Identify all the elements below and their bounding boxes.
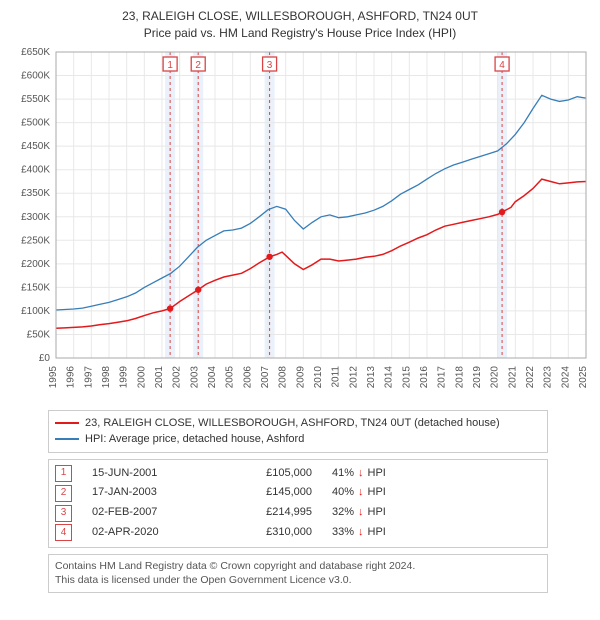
y-axis-label: £250K	[21, 235, 50, 246]
legend: 23, RALEIGH CLOSE, WILLESBOROUGH, ASHFOR…	[48, 410, 548, 453]
legend-label: 23, RALEIGH CLOSE, WILLESBOROUGH, ASHFOR…	[85, 415, 500, 432]
event-pct-value: 40%	[332, 483, 354, 503]
event-label-num: 2	[195, 60, 201, 71]
chart-title-line2: Price paid vs. HM Land Registry's House …	[8, 25, 592, 42]
x-axis-label: 2015	[401, 365, 412, 388]
x-axis-label: 1995	[48, 365, 59, 388]
event-badge: 3	[55, 505, 72, 522]
legend-swatch	[55, 438, 79, 440]
y-axis-label: £550K	[21, 94, 50, 105]
arrow-down-icon: ↓	[358, 503, 364, 523]
x-axis-label: 2001	[154, 365, 165, 388]
arrow-down-icon: ↓	[358, 483, 364, 503]
y-axis-label: £200K	[21, 258, 50, 269]
y-axis-label: £0	[39, 353, 51, 364]
x-axis-label: 2007	[260, 365, 271, 388]
x-axis-label: 2016	[419, 365, 430, 388]
y-axis-label: £50K	[27, 329, 51, 340]
x-axis-label: 2018	[454, 365, 465, 388]
x-axis-label: 2008	[278, 365, 289, 388]
y-axis-label: £600K	[21, 70, 50, 81]
chart-title-line1: 23, RALEIGH CLOSE, WILLESBOROUGH, ASHFOR…	[8, 8, 592, 25]
x-axis-label: 2002	[172, 365, 183, 388]
x-axis-label: 1996	[66, 365, 77, 388]
x-axis-label: 2010	[313, 365, 324, 388]
x-axis-label: 1997	[83, 365, 94, 388]
x-axis-label: 1998	[101, 365, 112, 388]
event-label-num: 4	[499, 60, 505, 71]
x-axis-label: 2012	[348, 365, 359, 388]
event-badge: 1	[55, 465, 72, 482]
event-hpi-label: HPI	[368, 464, 386, 484]
y-axis-label: £150K	[21, 282, 50, 293]
chart-svg: 1 2 3 4 £0 £50K £100K £150K £200K £250K £300K £350K…	[8, 48, 592, 404]
y-axis-label: £400K	[21, 164, 50, 175]
event-row: 4 02-APR-2020 £310,000 33%↓HPI	[55, 523, 541, 543]
event-pct: 33%↓HPI	[332, 523, 386, 543]
event-pct-value: 32%	[332, 503, 354, 523]
x-axis-label: 2014	[384, 365, 395, 388]
event-pct: 41%↓HPI	[332, 464, 386, 484]
x-axis-label: 2017	[437, 365, 448, 388]
arrow-down-icon: ↓	[358, 523, 364, 543]
legend-row: 23, RALEIGH CLOSE, WILLESBOROUGH, ASHFOR…	[55, 415, 541, 432]
event-row: 3 02-FEB-2007 £214,995 32%↓HPI	[55, 503, 541, 523]
event-price: £105,000	[222, 464, 312, 484]
attribution-line2: This data is licensed under the Open Gov…	[55, 573, 541, 588]
chart-title-block: 23, RALEIGH CLOSE, WILLESBOROUGH, ASHFOR…	[8, 8, 592, 42]
y-axis-label: £650K	[21, 48, 50, 58]
event-pct: 40%↓HPI	[332, 483, 386, 503]
chart-area: 1 2 3 4 £0 £50K £100K £150K £200K £250K £300K £350K…	[8, 48, 592, 404]
x-axis-label: 2004	[207, 365, 218, 388]
y-axis-label: £100K	[21, 306, 50, 317]
event-hpi-label: HPI	[368, 483, 386, 503]
event-badge: 2	[55, 485, 72, 502]
x-axis-label: 2023	[543, 365, 554, 388]
attribution: Contains HM Land Registry data © Crown c…	[48, 554, 548, 593]
event-label-num: 1	[167, 60, 173, 71]
event-date: 15-JUN-2001	[92, 464, 202, 484]
x-axis-label: 2013	[366, 365, 377, 388]
x-axis-label: 2011	[331, 365, 342, 387]
x-axis-label: 2021	[507, 365, 518, 388]
event-table: 115-JUN-2001£105,00041%↓HPI217-JAN-2003£…	[48, 459, 548, 548]
y-axis-label: £300K	[21, 211, 50, 222]
event-row: 2 17-JAN-2003 £145,000 40%↓HPI	[55, 483, 541, 503]
event-hpi-label: HPI	[368, 523, 386, 543]
x-axis-label: 2005	[225, 365, 236, 388]
event-label-num: 3	[267, 60, 273, 71]
x-axis-label: 2024	[560, 365, 571, 388]
x-axis-label: 2025	[578, 365, 589, 388]
event-pct-value: 41%	[332, 464, 354, 484]
event-pct: 32%↓HPI	[332, 503, 386, 523]
x-axis-label: 1999	[119, 365, 130, 388]
arrow-down-icon: ↓	[358, 464, 364, 484]
event-date: 02-FEB-2007	[92, 503, 202, 523]
legend-row: HPI: Average price, detached house, Ashf…	[55, 431, 541, 448]
event-date: 02-APR-2020	[92, 523, 202, 543]
x-axis-label: 2022	[525, 365, 536, 388]
event-badge: 4	[55, 524, 72, 541]
event-price: £214,995	[222, 503, 312, 523]
event-price: £145,000	[222, 483, 312, 503]
x-axis-label: 2009	[295, 365, 306, 388]
y-axis-label: £450K	[21, 141, 50, 152]
event-price: £310,000	[222, 523, 312, 543]
y-axis-label: £350K	[21, 188, 50, 199]
event-date: 17-JAN-2003	[92, 483, 202, 503]
x-axis-label: 2019	[472, 365, 483, 388]
x-axis-label: 2020	[490, 365, 501, 388]
x-axis-label: 2006	[242, 365, 253, 388]
y-axis-label: £500K	[21, 117, 50, 128]
event-row: 1 15-JUN-2001 £105,000 41%↓HPI	[55, 464, 541, 484]
event-hpi-label: HPI	[368, 503, 386, 523]
legend-label: HPI: Average price, detached house, Ashf…	[85, 431, 304, 448]
legend-swatch	[55, 422, 79, 424]
attribution-line1: Contains HM Land Registry data © Crown c…	[55, 559, 541, 574]
event-pct-value: 33%	[332, 523, 354, 543]
x-axis-label: 2003	[189, 365, 200, 388]
x-axis-label: 2000	[136, 365, 147, 388]
